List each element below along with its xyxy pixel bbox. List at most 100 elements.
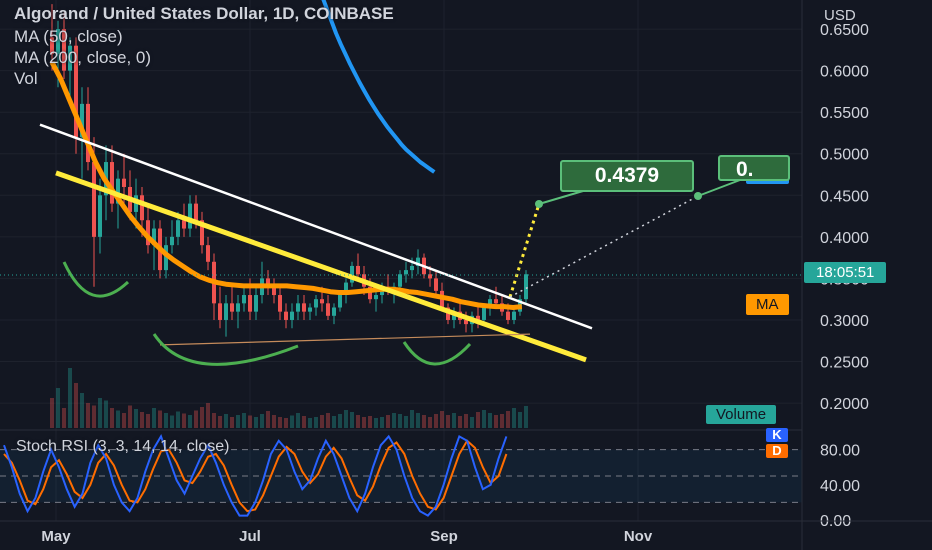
candle-body xyxy=(434,278,438,291)
volume-bar xyxy=(104,400,108,428)
volume-bar xyxy=(500,414,504,428)
candle-body xyxy=(284,311,288,320)
volume-bar xyxy=(380,417,384,428)
volume-bar xyxy=(170,415,174,428)
volume-bar xyxy=(74,383,78,428)
volume-bar xyxy=(350,412,354,428)
target-price-callout[interactable]: 0.4379 xyxy=(560,160,694,192)
candle-body xyxy=(110,162,114,204)
volume-bar xyxy=(188,415,192,428)
last-price-countdown: 18:05:51 xyxy=(804,262,887,283)
user-drawings[interactable] xyxy=(0,123,802,366)
candle-body xyxy=(176,220,180,237)
candle-body xyxy=(326,303,330,316)
candle-body xyxy=(428,274,432,279)
candle-body xyxy=(206,245,210,262)
volume-bar xyxy=(122,413,126,428)
price-tick-label: 0.6000 xyxy=(820,64,869,81)
candle-body xyxy=(266,278,270,287)
volume-bar xyxy=(62,408,66,428)
candle-body xyxy=(224,303,228,320)
candle-body xyxy=(272,286,276,296)
volume-bar xyxy=(410,410,414,428)
candle-body xyxy=(86,103,90,163)
right-shoulder-arc xyxy=(402,341,472,366)
volume-axis-tag: Volume xyxy=(706,405,777,424)
stoch-rsi-legend[interactable]: Stoch RSI (3, 3, 14, 14, close) xyxy=(16,438,230,455)
stoch-tick-label: 80.00 xyxy=(820,443,860,460)
volume-bar xyxy=(506,411,510,428)
projection-dotted-line xyxy=(508,203,541,298)
volume-bar xyxy=(284,418,288,428)
price-tick-label: 0.4500 xyxy=(820,188,869,205)
candle-body xyxy=(506,311,510,320)
volume-bar xyxy=(332,416,336,428)
time-tick-label: May xyxy=(41,528,71,545)
volume-bar xyxy=(368,416,372,428)
volume-bar xyxy=(398,414,402,428)
volume-bar xyxy=(404,416,408,428)
volume-bar xyxy=(434,414,438,428)
candle-body xyxy=(302,303,306,312)
price-tick-label: 0.2500 xyxy=(820,355,869,372)
volume-bar xyxy=(242,413,246,428)
candle-body xyxy=(242,295,246,304)
volume-bar xyxy=(422,415,426,428)
volume-bar xyxy=(68,368,72,428)
volume-bar xyxy=(476,412,480,428)
volume-bar xyxy=(512,408,516,428)
candle-body xyxy=(98,195,102,237)
candle-body xyxy=(278,295,282,312)
volume-bar xyxy=(488,413,492,428)
volume-bar xyxy=(158,410,162,428)
volume-bar xyxy=(386,415,390,428)
time-tick-label: Sep xyxy=(430,528,458,545)
candle-body xyxy=(494,299,498,304)
volume-bar xyxy=(428,417,432,428)
volume-bar xyxy=(470,417,474,428)
volume-legend[interactable]: Vol xyxy=(14,69,38,88)
price-grid xyxy=(0,0,802,521)
volume-bars xyxy=(50,368,528,428)
candle-body xyxy=(164,245,168,271)
volume-bar xyxy=(152,408,156,428)
volume-bar xyxy=(254,417,258,428)
volume-bar xyxy=(236,415,240,428)
volume-bar xyxy=(224,414,228,428)
stoch-d-line xyxy=(3,439,508,513)
secondary-callout[interactable]: 0. xyxy=(718,155,790,181)
currency-label[interactable]: USD xyxy=(824,7,856,24)
candle-body xyxy=(92,162,96,237)
volume-bar xyxy=(200,407,204,428)
price-tick-label: 0.2000 xyxy=(820,396,869,413)
candle-body xyxy=(488,299,492,308)
volume-bar xyxy=(140,412,144,428)
volume-bar xyxy=(446,415,450,428)
descending-resistance-line xyxy=(39,123,593,330)
volume-bar xyxy=(518,412,522,428)
ma200-legend[interactable]: MA (200, close, 0) xyxy=(14,48,152,67)
candle-body xyxy=(182,220,186,229)
candle-body xyxy=(344,282,348,296)
volume-bar xyxy=(272,415,276,428)
candle-body xyxy=(320,299,324,304)
volume-bar xyxy=(320,415,324,428)
candle-body xyxy=(194,203,198,221)
price-tick-label: 0.6500 xyxy=(820,22,869,39)
candle-body xyxy=(410,265,414,271)
volume-bar xyxy=(218,416,222,428)
volume-bar xyxy=(134,409,138,428)
volume-bar xyxy=(338,414,342,428)
volume-bar xyxy=(278,417,282,428)
ma50-line xyxy=(49,61,523,310)
candle-body xyxy=(482,307,486,320)
volume-bar xyxy=(266,411,270,428)
price-tick-label: 0.5000 xyxy=(820,147,869,164)
symbol-title[interactable]: Algorand / United States Dollar, 1D, COI… xyxy=(14,4,394,23)
volume-bar xyxy=(146,414,150,428)
candle-body xyxy=(62,29,66,71)
candle-body xyxy=(218,303,222,320)
ma50-legend[interactable]: MA (50, close) xyxy=(14,27,123,46)
volume-bar xyxy=(362,417,366,428)
